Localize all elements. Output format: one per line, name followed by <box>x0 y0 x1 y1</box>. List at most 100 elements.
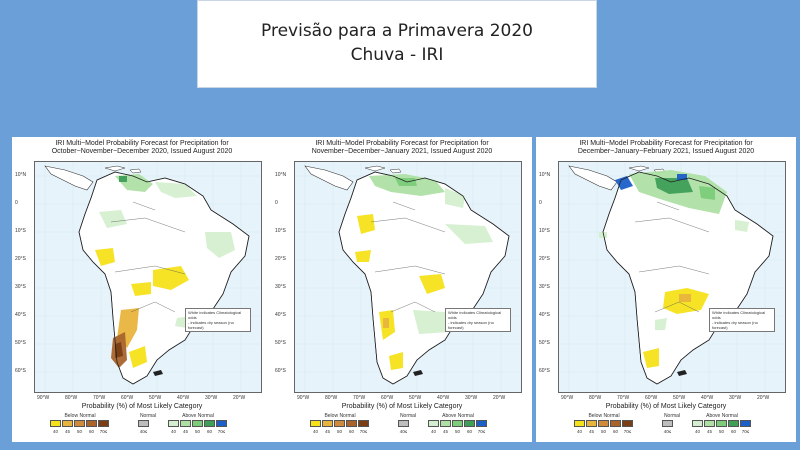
probability-patch <box>205 232 235 258</box>
latitude-label: 10°N <box>275 172 287 178</box>
legend-swatch-above-normal <box>204 420 215 427</box>
legend-swatch-below-normal <box>598 420 609 427</box>
probability-patch <box>153 266 189 290</box>
legend-value-below-normal: 50 <box>76 429 82 434</box>
legend-value-above-normal: 70≤ <box>741 429 750 434</box>
legend-value-below-normal: 45 <box>588 429 594 434</box>
longitude-label: 70°W <box>617 395 630 401</box>
probability-patch <box>155 182 197 198</box>
legend-value-above-normal: 70≤ <box>477 429 486 434</box>
legend-value-above-normal: 60 <box>730 429 736 434</box>
probability-patch <box>615 176 633 190</box>
latitude-label: 30°S <box>539 284 550 290</box>
longitude-label: 20°W <box>493 395 506 401</box>
legend-value-below-normal: 60 <box>612 429 618 434</box>
legend-swatch-above-normal <box>716 420 727 427</box>
note-line1: White indicates Climatological odds <box>448 310 502 320</box>
legend-normal-label: Normal <box>139 413 157 419</box>
latitude-label: 10°S <box>15 228 26 234</box>
longitude-label: 80°W <box>589 395 602 401</box>
legend-value-normal: 40≤ <box>139 429 148 434</box>
longitude-label: 30°W <box>465 395 478 401</box>
legend-swatch-below-normal <box>98 420 109 427</box>
probability-patch <box>119 176 127 182</box>
longitude-label: 30°W <box>729 395 742 401</box>
legend-value-above-normal: 40 <box>430 429 436 434</box>
legend-value-below-normal: 45 <box>64 429 70 434</box>
probability-legend: Below Normal 40 45 50 60 70≤ Normal 40≤ Above No… <box>536 413 796 439</box>
probability-patch <box>735 220 749 232</box>
latitude-label: 20°S <box>15 256 26 262</box>
legend-swatch-above-normal <box>692 420 703 427</box>
legend-value-below-normal: 70≤ <box>99 429 108 434</box>
falkland-islands <box>153 370 163 376</box>
legend-value-above-normal: 50 <box>194 429 200 434</box>
legend-swatch-above-normal <box>216 420 227 427</box>
legend-swatch-below-normal <box>322 420 333 427</box>
legend-swatch-above-normal <box>728 420 739 427</box>
probability-patch <box>643 348 659 368</box>
latitude-label: 0 <box>275 200 278 206</box>
longitude-label: 90°W <box>37 395 50 401</box>
latitude-label: 50°S <box>539 340 550 346</box>
legend-value-above-normal: 70≤ <box>217 429 226 434</box>
legend-above-normal-label: Above Normal <box>442 413 474 419</box>
legend-swatch-above-normal <box>452 420 463 427</box>
note-line2: - indicates dry season (no forecast) <box>712 320 758 330</box>
longitude-label: 70°W <box>93 395 106 401</box>
legend-swatch-above-normal <box>464 420 475 427</box>
note-line2: - indicates dry season (no forecast) <box>448 320 494 330</box>
legend-swatch-below-normal <box>586 420 597 427</box>
longitude-label: 60°W <box>121 395 134 401</box>
legend-value-below-normal: 70≤ <box>623 429 632 434</box>
legend-value-below-normal: 40 <box>52 429 58 434</box>
longitude-label: 60°W <box>381 395 394 401</box>
legend-value-below-normal: 70≤ <box>359 429 368 434</box>
legend-swatch-above-normal <box>428 420 439 427</box>
forecast-panel-ond: IRI Multi−Model Probability Forecast for… <box>12 137 272 442</box>
latitude-label: 30°S <box>15 284 26 290</box>
legend-below-normal-label: Below Normal <box>324 413 356 419</box>
legend-value-above-normal: 45 <box>182 429 188 434</box>
probability-patch <box>357 214 375 234</box>
legend-value-normal: 40≤ <box>663 429 672 434</box>
legend-value-above-normal: 45 <box>442 429 448 434</box>
probability-patch <box>699 186 715 200</box>
legend-swatch-below-normal <box>310 420 321 427</box>
legend-swatch-above-normal <box>168 420 179 427</box>
falkland-islands <box>413 370 423 376</box>
legend-swatch-above-normal <box>180 420 191 427</box>
legend-value-above-normal: 50 <box>454 429 460 434</box>
longitude-label: 20°W <box>233 395 246 401</box>
legend-value-above-normal: 60 <box>206 429 212 434</box>
panel-title-line2: November−December−January 2021, Issued A… <box>311 148 493 155</box>
slide-title-box: Previsão para a Primavera 2020 Chuva - I… <box>197 0 597 88</box>
latitude-label: 40°S <box>275 312 286 318</box>
panel-title: IRI Multi−Model Probability Forecast for… <box>12 140 272 156</box>
forecast-map: White indicates Climatological odds - ind… <box>34 161 262 393</box>
legend-swatch-below-normal <box>334 420 345 427</box>
longitude-label: 40°W <box>701 395 714 401</box>
legend-below-normal-label: Below Normal <box>588 413 620 419</box>
legend-value-below-normal: 60 <box>88 429 94 434</box>
longitude-label: 40°W <box>177 395 190 401</box>
latitude-label: 10°N <box>15 172 27 178</box>
latitude-label: 50°S <box>275 340 286 346</box>
legend-above-normal-label: Above Normal <box>706 413 738 419</box>
legend-swatch-above-normal <box>740 420 751 427</box>
forecast-map: White indicates Climatological odds - ind… <box>558 161 786 393</box>
probability-patch <box>655 318 667 330</box>
legend-swatch-above-normal <box>476 420 487 427</box>
central-america-landmass <box>568 165 618 191</box>
legend-swatch-below-normal <box>86 420 97 427</box>
latitude-label: 40°S <box>539 312 550 318</box>
legend-title: Probability (%) of Most Likely Category <box>341 403 463 410</box>
legend-swatch-below-normal <box>610 420 621 427</box>
slide-title: Previsão para a Primavera 2020 <box>261 21 533 41</box>
legend-above-normal-label: Above Normal <box>182 413 214 419</box>
probability-patch <box>445 224 493 244</box>
caribbean-islands <box>364 165 402 174</box>
legend-value-below-normal: 40 <box>312 429 318 434</box>
longitude-label: 20°W <box>757 395 770 401</box>
panel-title-line1: IRI Multi−Model Probability Forecast for… <box>315 140 489 147</box>
